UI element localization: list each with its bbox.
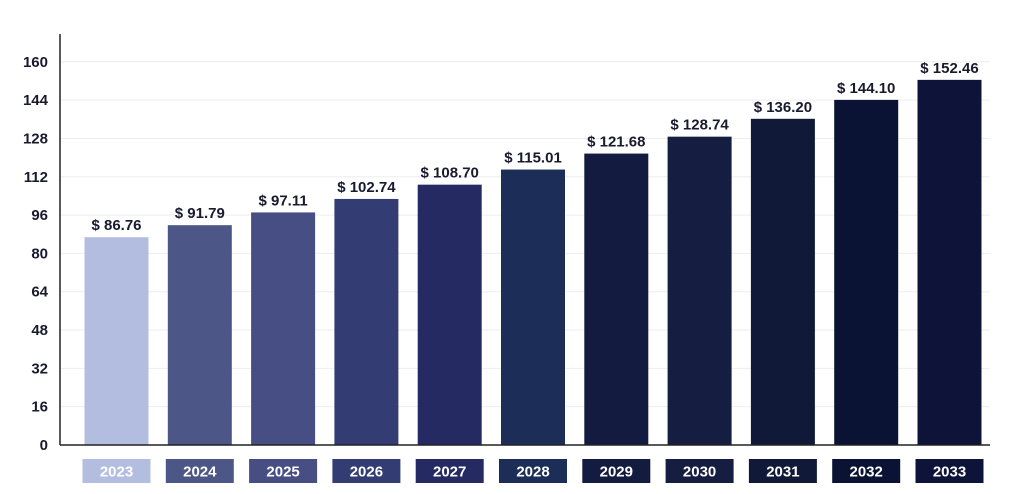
x-tick-box-2032 [832,459,901,483]
data-label-2025: $ 97.11 [258,192,307,209]
y-tick-label: 160 [23,54,48,71]
x-tick-label-2031: 2031 [766,464,799,481]
y-tick-label: 48 [31,322,48,339]
y-tick-label: 96 [31,207,48,224]
x-tick-box-2023 [82,459,151,483]
x-tick-label-2029: 2029 [600,464,633,481]
y-tick-label: 80 [31,245,48,262]
data-label-2023: $ 86.76 [91,217,141,234]
data-label-2033: $ 152.46 [920,60,978,77]
y-tick-label: 112 [24,169,48,186]
x-tick-label-2027: 2027 [433,464,466,481]
x-tick-box-2025 [249,459,318,483]
bar-2024 [167,225,232,445]
y-tick-label: 128 [23,130,48,147]
data-label-2031: $ 136.20 [754,99,812,116]
y-axis-tick-labels: 0 16 32 48 64 80 96 112 128 144 160 [23,54,49,454]
x-tick-box-2031 [748,459,817,483]
x-tick-label-2033: 2033 [933,464,966,481]
bar-2023 [84,237,149,445]
data-labels: $ 86.76 $ 91.79 $ 97.11 $ 102.74 $ 108.70 $ 1… [91,60,978,234]
y-tick-label: 0 [40,437,48,454]
x-tick-label-2024: 2024 [183,464,217,481]
x-tick-label-2025: 2025 [266,464,299,481]
x-tick-label-2028: 2028 [516,464,549,481]
x-tick-box-2033 [915,459,984,483]
y-tick-label: 16 [31,399,48,416]
data-label-2026: $ 102.74 [337,179,396,196]
data-label-2028: $ 115.01 [504,150,562,167]
x-tick-label-2032: 2032 [850,464,883,481]
data-label-2032: $ 144.10 [837,80,895,97]
x-tick-box-2028 [499,459,567,483]
x-tick-label-2030: 2030 [683,464,716,481]
y-tick-label: 32 [31,360,48,377]
axes [59,34,990,446]
bar-2026 [334,198,399,445]
y-tick-label: 144 [23,92,49,109]
bar-2028 [501,169,565,445]
x-tick-label-2023: 2023 [100,464,133,481]
y-tick-label: 64 [31,284,48,301]
x-tick-box-2024 [165,459,234,483]
x-tick-box-2027 [415,459,484,483]
bars [84,79,982,446]
x-tick-box-2026 [332,459,401,483]
data-label-2024: $ 91.79 [175,205,225,222]
x-tick-box-2029 [582,459,651,483]
x-tick-label-2026: 2026 [350,464,383,481]
bar-2025 [251,212,316,445]
bar-2029 [584,153,649,445]
bar-2032 [834,99,899,446]
bar-2033 [917,79,982,445]
bar-2027 [417,184,482,445]
data-label-2029: $ 121.68 [587,134,645,151]
data-label-2027: $ 108.70 [421,165,479,182]
x-axis-category-labels: 2023 2024 2025 2026 2027 2028 2029 2030 2031 2032… [82,459,984,483]
x-tick-box-2030 [665,459,734,483]
data-label-2030: $ 128.74 [670,117,729,134]
bar-2030 [667,136,732,445]
bar-2031 [750,118,815,446]
